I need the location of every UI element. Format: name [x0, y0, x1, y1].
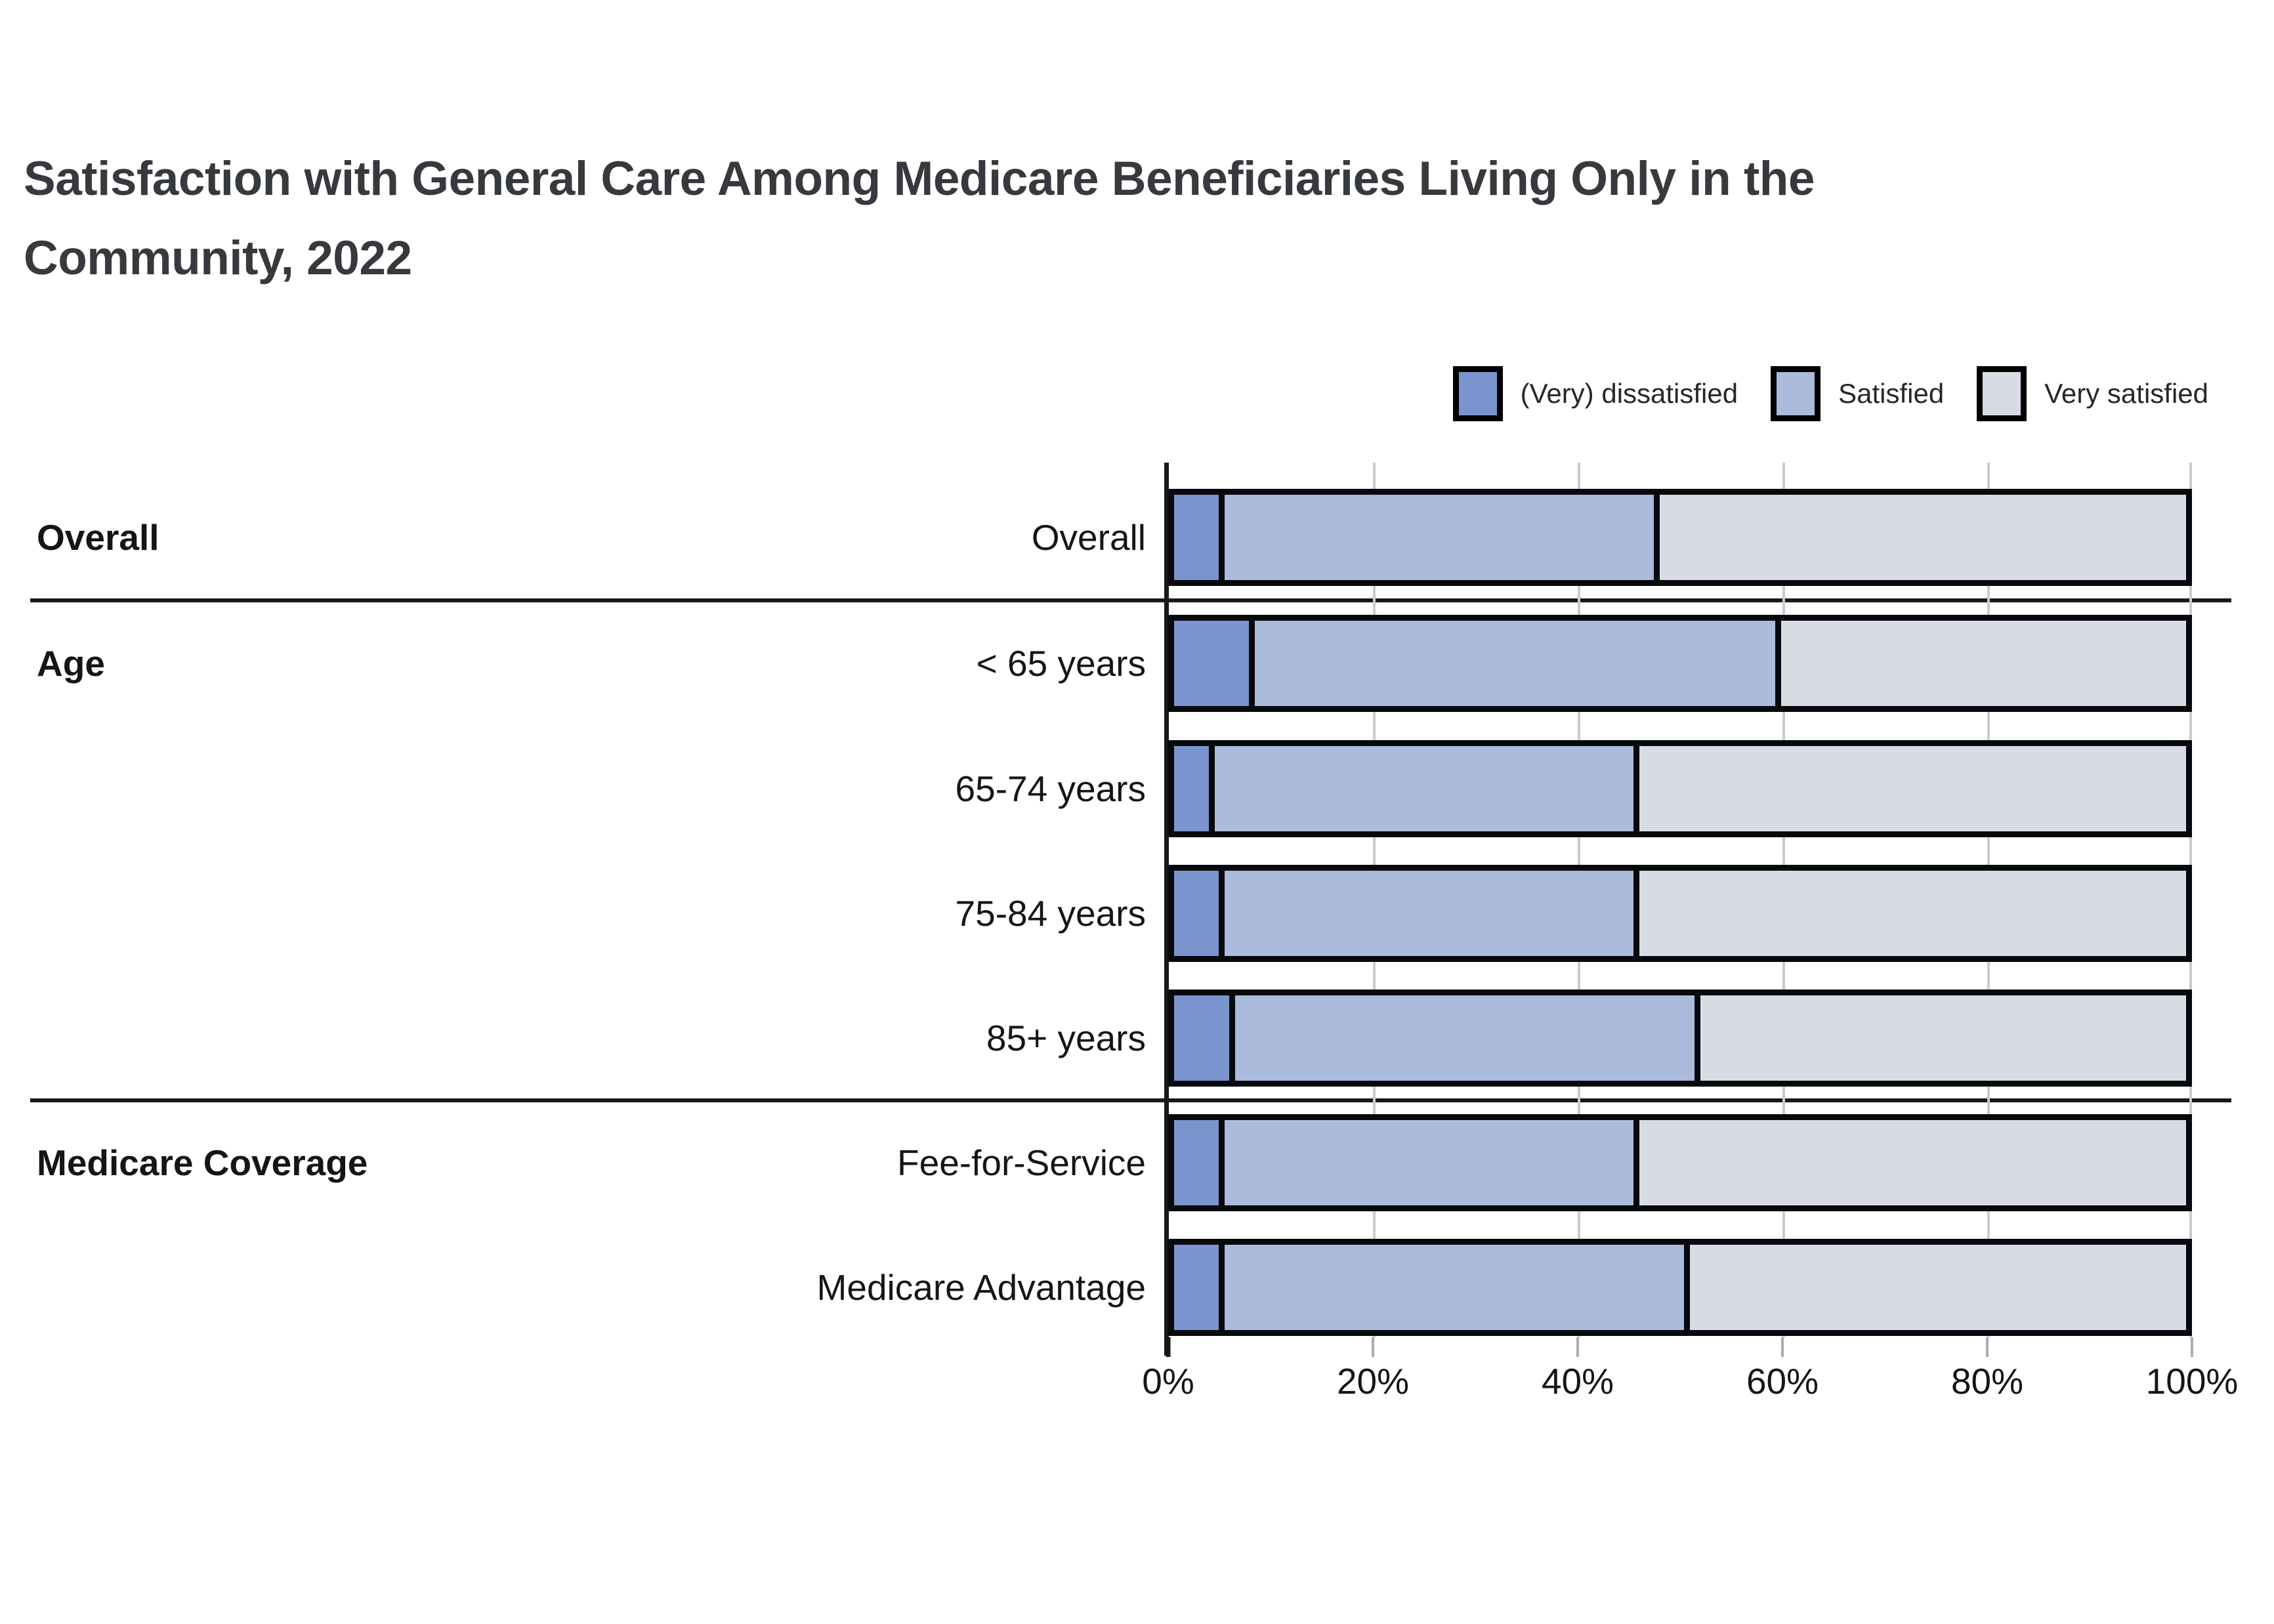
legend-label: (Very) dissatisfied: [1520, 378, 1738, 409]
x-tick-label-60: 60%: [1746, 1361, 1819, 1402]
x-tick-label-40: 40%: [1541, 1361, 1614, 1402]
stacked-bar: [1168, 865, 2192, 962]
separator-overall-age: [30, 598, 2231, 602]
segment-satisfied: [1234, 995, 1700, 1081]
row-label-85-plus: 85+ years: [986, 1018, 1146, 1058]
x-tick-100: [2191, 1337, 2193, 1357]
legend-swatch-dissatisfied: [1452, 366, 1503, 421]
segment-satisfied: [1255, 621, 1782, 706]
x-tick-0: [1166, 1337, 1171, 1357]
x-tick-label-80: 80%: [1950, 1361, 2024, 1402]
y-axis-line: [1164, 463, 1169, 1356]
segment-very-satisfied: [1639, 746, 2186, 831]
bar-fee-for-service: [1168, 1114, 2192, 1211]
legend-item-dissatisfied: (Very) dissatisfied: [1452, 366, 1738, 421]
x-tick-80: [1986, 1337, 1989, 1357]
bar-medicare-advantage: [1168, 1239, 2192, 1336]
segment-dissatisfied: [1174, 495, 1225, 580]
legend-swatch-satisfied: [1771, 366, 1821, 421]
stacked-bar: [1168, 1114, 2192, 1211]
segment-satisfied: [1214, 746, 1640, 831]
x-tick-label-20: 20%: [1336, 1361, 1410, 1402]
segment-very-satisfied: [1700, 995, 2186, 1081]
bar-75-84: [1168, 865, 2192, 962]
stacked-bar: [1168, 1239, 2192, 1336]
bar-under-65: [1168, 615, 2192, 712]
legend-label: Very satisfied: [2044, 378, 2208, 409]
section-label-overall: Overall: [37, 517, 159, 558]
stacked-bar: [1168, 740, 2192, 837]
segment-satisfied: [1225, 495, 1660, 580]
section-label-medicare-coverage: Medicare Coverage: [37, 1142, 368, 1183]
row-label-medicare-advantage: Medicare Advantage: [816, 1267, 1146, 1308]
x-tick-label-100: 100%: [2145, 1361, 2239, 1402]
segment-dissatisfied: [1174, 1245, 1225, 1330]
legend-item-very-satisfied: Very satisfied: [1977, 366, 2208, 421]
legend-swatch-very-satisfied: [1977, 366, 2027, 421]
stacked-bar: [1168, 489, 2192, 586]
plot-area: 0% 20% 40% 60% 80% 100%: [1142, 463, 2238, 1402]
section-label-age: Age: [37, 643, 105, 684]
segment-satisfied: [1225, 871, 1640, 956]
segment-satisfied: [1225, 1120, 1640, 1205]
segment-dissatisfied: [1174, 1120, 1225, 1205]
stacked-bar: [1168, 615, 2192, 712]
chart-title: Satisfaction with General Care Among Med…: [24, 152, 1815, 285]
segment-satisfied: [1225, 1245, 1691, 1330]
legend-item-satisfied: Satisfied: [1771, 366, 1944, 421]
segment-dissatisfied: [1174, 871, 1225, 956]
x-tick-20: [1372, 1337, 1374, 1357]
stacked-bar: [1168, 989, 2192, 1087]
x-tick-60: [1781, 1337, 1784, 1357]
segment-very-satisfied: [1639, 871, 2186, 956]
segment-very-satisfied: [1639, 1120, 2186, 1205]
segment-dissatisfied: [1174, 995, 1235, 1081]
bar-65-74: [1168, 740, 2192, 837]
segment-very-satisfied: [1781, 621, 2186, 706]
x-tick-40: [1576, 1337, 1579, 1357]
row-label-overall: Overall: [1031, 517, 1146, 558]
bar-overall: [1168, 489, 2192, 586]
segment-very-satisfied: [1690, 1245, 2186, 1330]
row-label-under-65: < 65 years: [976, 643, 1146, 684]
separator-age-coverage: [30, 1098, 2231, 1102]
row-label-fee-for-service: Fee-for-Service: [897, 1142, 1146, 1183]
legend-label: Satisfied: [1838, 378, 1945, 409]
x-tick-label-0: 0%: [1142, 1361, 1194, 1402]
row-label-65-74: 65-74 years: [955, 768, 1146, 809]
segment-very-satisfied: [1660, 495, 2186, 580]
segment-dissatisfied: [1174, 746, 1215, 831]
bar-85-plus: [1168, 989, 2192, 1087]
segment-dissatisfied: [1174, 621, 1255, 706]
row-label-75-84: 75-84 years: [955, 893, 1146, 934]
legend: (Very) dissatisfied Satisfied Very satis…: [1452, 366, 2208, 421]
